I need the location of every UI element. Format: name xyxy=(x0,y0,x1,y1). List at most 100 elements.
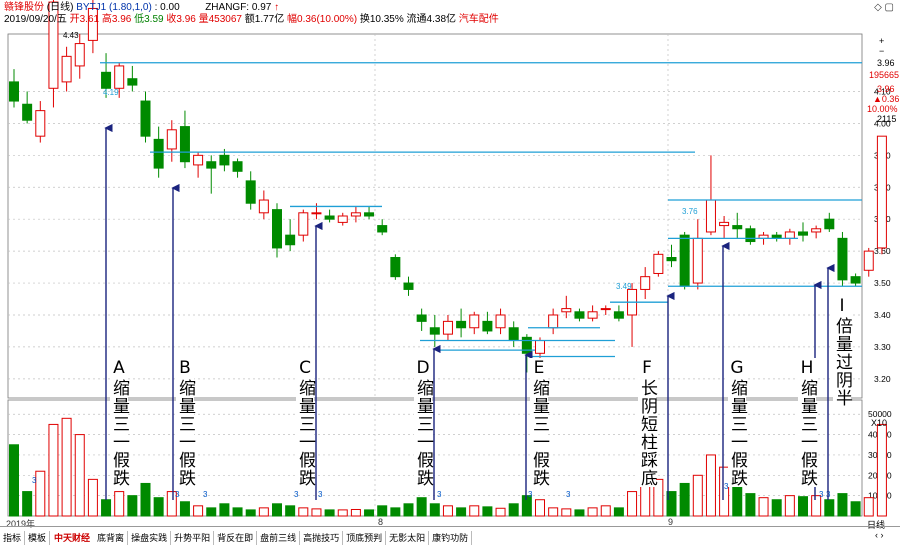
volume-bar xyxy=(61,417,72,517)
right-sidebar: + − 3.96 195665 3.96 ▲0.36 10.00% 2115 X… xyxy=(865,34,900,540)
annotation-b-letter: B xyxy=(175,358,195,379)
restore-icon[interactable]: ▢ xyxy=(884,2,894,13)
high-value: 3.96 xyxy=(111,14,132,25)
zoom-x10[interactable]: X10 xyxy=(871,418,888,428)
low-label: 低 xyxy=(134,14,145,25)
stock-name[interactable]: 赣锋股份 xyxy=(4,2,44,13)
volume-bar xyxy=(429,503,440,517)
price-label: 4.43 xyxy=(63,31,79,40)
volume-bar xyxy=(153,497,164,517)
volume-bar xyxy=(22,491,33,517)
annotation-h-text: 缩量三一假跌 xyxy=(797,379,817,487)
candle-body xyxy=(495,314,506,329)
volume-bar xyxy=(258,507,269,517)
candle-body xyxy=(324,215,335,220)
price-axis-label: 3.50 xyxy=(874,278,891,288)
volume-bar xyxy=(9,444,19,517)
tab-indicator[interactable]: 指标 xyxy=(0,530,26,545)
volume-bar xyxy=(87,478,98,517)
candle-body xyxy=(245,180,256,204)
tab-defense[interactable]: 康钓功防 xyxy=(429,530,473,545)
candle-body xyxy=(837,237,848,281)
tab-high-sell[interactable]: 高抛技巧 xyxy=(300,530,344,545)
tab-top-bottom[interactable]: 顶底预判 xyxy=(343,530,387,545)
candle-body xyxy=(613,311,624,319)
tab-reversal[interactable]: 背反在即 xyxy=(214,530,258,545)
price-axis-label: 3.40 xyxy=(874,310,891,320)
candle-body xyxy=(442,320,453,335)
month-mark-8: 8 xyxy=(378,517,384,527)
tab-three-lines[interactable]: 盘前三线 xyxy=(257,530,301,545)
change-label: 幅 xyxy=(287,14,298,25)
sidebar-amount: 2115 xyxy=(877,114,897,124)
zoom-in-button[interactable]: + xyxy=(879,36,885,46)
candle-body xyxy=(272,209,282,249)
volume-bar xyxy=(390,507,401,517)
candle-body xyxy=(640,276,651,290)
volume-bar xyxy=(403,503,414,517)
sector-tag[interactable]: 汽车配件 xyxy=(458,14,499,25)
tab-rising[interactable]: 升势平阳 xyxy=(171,530,215,545)
candle-body xyxy=(679,234,690,287)
tab-template[interactable]: 模板 xyxy=(25,530,51,545)
nav-arrows[interactable]: ‹ › xyxy=(875,530,884,540)
annotation-a-letter: A xyxy=(109,358,129,379)
candle-body xyxy=(127,78,138,86)
candle-body xyxy=(285,234,296,246)
candle-body xyxy=(732,225,743,230)
zoom-out-button[interactable]: − xyxy=(879,46,885,56)
volume-marker: 3 xyxy=(724,482,729,491)
candle-body xyxy=(206,161,217,169)
candle-body xyxy=(350,212,361,217)
period-label: (日线) xyxy=(46,2,74,13)
price-axis-label: 3.60 xyxy=(874,246,891,256)
volume-bar xyxy=(166,491,177,517)
tab-practice[interactable]: 操盘实践 xyxy=(128,530,172,545)
volume-bar xyxy=(232,507,243,517)
annotation-b: B缩量三一假跌 xyxy=(175,358,195,487)
date: 2019/09/20/五 xyxy=(4,14,67,25)
indicator-tab-bar: 指标 模板 中天财经 底背离 操盘实践 升势平阳 背反在即 盘前三线 高抛技巧 … xyxy=(0,526,900,548)
annotation-h: H缩量三一假跌 xyxy=(797,358,817,487)
candle-body xyxy=(258,199,269,214)
volume-bar xyxy=(627,491,638,517)
candle-body xyxy=(416,314,427,322)
diamond-icon[interactable]: ◇ xyxy=(874,2,882,13)
annotation-f-text: 长阴短柱踩底 xyxy=(637,379,657,487)
candle-body xyxy=(600,308,611,311)
volume-bar xyxy=(745,493,756,517)
tab-shadowless[interactable]: 无影太阳 xyxy=(386,530,430,545)
quote-row: 2019/09/20/五 开3.61 高3.96 低3.59 收3.96 量45… xyxy=(4,14,499,26)
candle-body xyxy=(101,71,112,89)
indicator-label: BYTJ1 (1.80,1,0) xyxy=(76,2,152,13)
volume-bar xyxy=(561,508,572,517)
volume-bar xyxy=(482,506,493,517)
volume-bar xyxy=(48,423,59,517)
volume-bar xyxy=(784,495,795,517)
candle-body xyxy=(87,7,98,41)
candle-body xyxy=(166,129,177,150)
volume-bar xyxy=(495,507,506,517)
candle-body xyxy=(587,311,598,319)
volume-axis-label: 50000 xyxy=(868,409,892,419)
price-axis-label: 3.20 xyxy=(874,374,891,384)
candle-body xyxy=(22,103,33,121)
volume-bar xyxy=(377,505,388,517)
tab-divergence[interactable]: 底背离 xyxy=(94,530,129,545)
open-value: 3.61 xyxy=(79,14,100,25)
period-button[interactable]: 日线 xyxy=(867,520,886,530)
volume-bar xyxy=(469,505,480,517)
annotation-g-letter: G xyxy=(727,358,747,379)
annotation-g-text: 缩量三一假跌 xyxy=(727,379,747,487)
annotation-e: E缩量三一假跌 xyxy=(529,358,549,487)
candle-body xyxy=(456,320,467,329)
candle-body xyxy=(298,212,309,236)
volume-bar xyxy=(535,499,545,517)
year-label: 2019年 xyxy=(6,519,36,529)
candle-body xyxy=(232,161,243,172)
candle-body xyxy=(745,228,756,243)
volume-bar xyxy=(298,507,309,517)
candle-body xyxy=(521,336,532,354)
candle-body xyxy=(574,311,585,319)
